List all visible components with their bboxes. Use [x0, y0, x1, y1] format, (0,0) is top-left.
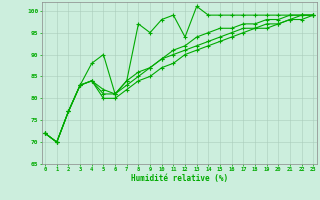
- X-axis label: Humidité relative (%): Humidité relative (%): [131, 174, 228, 183]
